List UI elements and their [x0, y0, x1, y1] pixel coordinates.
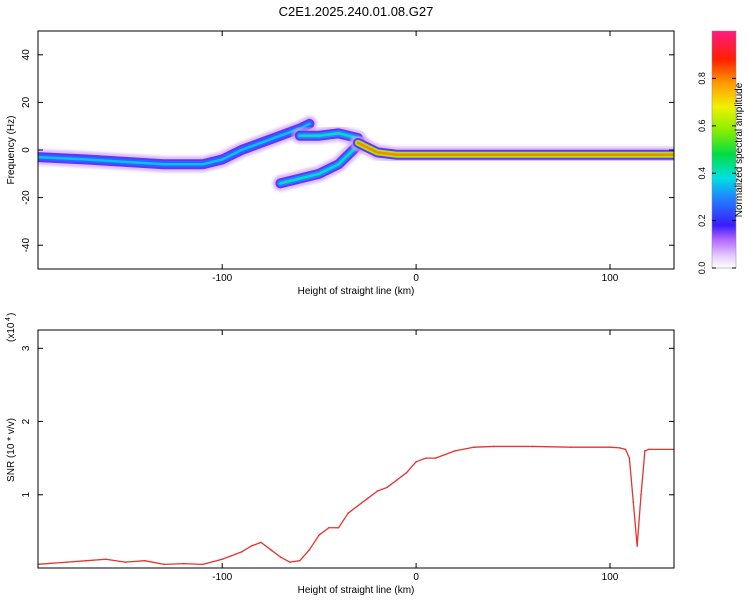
spectrogram-y-label: Frequency (Hz) [6, 116, 17, 185]
snr-point [221, 558, 224, 561]
colorbar-tick-label: 0.6 [697, 120, 707, 133]
snr-point [632, 501, 635, 503]
snr-point [609, 446, 611, 448]
snr-x-tick-label: -100 [212, 572, 232, 583]
snr-frame [37, 329, 675, 569]
figure-title: C2E1.2025.240.01.08.G27 [279, 4, 434, 19]
snr-x-label: Height of straight line (km) [298, 585, 415, 596]
colorbar-tick-label: 0.4 [697, 167, 707, 180]
snr-x-tick-label: 0 [413, 572, 419, 583]
snr-point [289, 561, 291, 563]
snr-point [454, 450, 456, 452]
snr-scale-exponent: 4 [5, 317, 12, 321]
spectrogram-y-tick-label: 40 [21, 49, 32, 61]
snr-point [628, 457, 631, 459]
spectrogram-x-tick-label: 0 [413, 273, 419, 284]
colorbar: 0.0 0.2 0.4 0.6 0.8 Normalized spectral ampl… [697, 30, 745, 274]
snr-point [644, 450, 646, 452]
snr-y-label: SNR (10 * v/v) [6, 418, 17, 482]
spectrogram-x-ticks: -100 0 100 [212, 31, 619, 284]
snr-point [376, 490, 379, 492]
snr-scale-note: (x10 [6, 322, 17, 342]
snr-scale-close: ) [6, 313, 17, 316]
spectrogram-y-tick-label: -40 [21, 238, 32, 253]
colorbar-tick-label: 0.2 [697, 214, 707, 227]
snr-point [269, 548, 272, 551]
snr-point [386, 486, 388, 489]
snr-point [473, 446, 476, 448]
colorbar-ticks: 0.0 0.2 0.4 0.6 0.8 [697, 72, 736, 274]
snr-point [85, 559, 88, 562]
snr-point [163, 563, 165, 566]
snr-panel: -100 0 100 1 2 3 Height of straight line (km… [5, 313, 675, 596]
snr-point [624, 448, 627, 451]
snr-point [640, 493, 642, 496]
spectrogram-x-tick-label: -100 [212, 273, 232, 284]
snr-point [415, 461, 417, 463]
snr-point [202, 563, 204, 566]
snr-point [357, 504, 359, 507]
spectrogram-x-tick-label: 100 [602, 273, 619, 284]
snr-point [105, 558, 107, 561]
snr-point [298, 559, 301, 562]
snr-x-tick-label: 100 [602, 572, 619, 583]
snr-point [347, 512, 350, 514]
snr-point [240, 551, 243, 553]
snr-point [636, 545, 638, 547]
track-core [279, 143, 360, 185]
spectrogram-panel: -100 0 100 -40 -20 0 20 40 Height of straight … [6, 30, 675, 297]
snr-point [66, 561, 68, 563]
spectrogram-y-tick-label: -20 [21, 190, 32, 205]
snr-point [318, 534, 320, 536]
spectrogram-y-ticks: -40 -20 0 20 40 [21, 49, 674, 253]
snr-point [647, 448, 650, 451]
colorbar-gradient [711, 30, 737, 269]
snr-x-ticks: -100 0 100 [212, 330, 619, 583]
snr-scale-factor: (x10 4 ) [5, 313, 17, 342]
snr-point [182, 562, 185, 565]
spectrogram-x-label: Height of straight line (km) [298, 286, 415, 297]
snr-point [260, 541, 262, 544]
snr-y-ticks: 1 2 3 [21, 345, 674, 498]
snr-y-tick-label: 2 [21, 418, 32, 424]
snr-series-line [38, 445, 674, 565]
snr-point [328, 526, 330, 529]
spectrogram-tracks [38, 115, 674, 192]
spectrogram-y-tick-label: 20 [21, 96, 32, 108]
snr-point [143, 559, 146, 562]
track-core [38, 122, 311, 166]
colorbar-tick-label: 0.8 [697, 72, 707, 85]
snr-point [337, 526, 340, 529]
snr-point [618, 447, 621, 449]
snr-point [492, 445, 495, 448]
snr-point [395, 479, 398, 481]
spectrogram-y-tick-label: 0 [21, 147, 32, 153]
spectrogram-track [272, 137, 366, 192]
snr-y-tick-label: 1 [21, 492, 32, 498]
snr-point [308, 548, 311, 551]
colorbar-tick-label: 0.0 [697, 262, 707, 275]
snr-point [124, 561, 127, 563]
snr-y-tick-label: 3 [21, 345, 32, 351]
snr-point [250, 545, 253, 547]
snr-point [405, 472, 408, 474]
snr-point [279, 556, 282, 558]
snr-point [434, 457, 437, 459]
snr-point [425, 457, 427, 459]
snr-point [531, 445, 534, 448]
spectrogram-track [349, 134, 674, 163]
colorbar-label: Normalized spectral amplitude [734, 82, 745, 217]
spectrogram-track [38, 115, 318, 173]
snr-point [366, 497, 369, 500]
snr-lines [38, 445, 674, 566]
snr-point [570, 446, 573, 448]
track-core [356, 141, 674, 157]
